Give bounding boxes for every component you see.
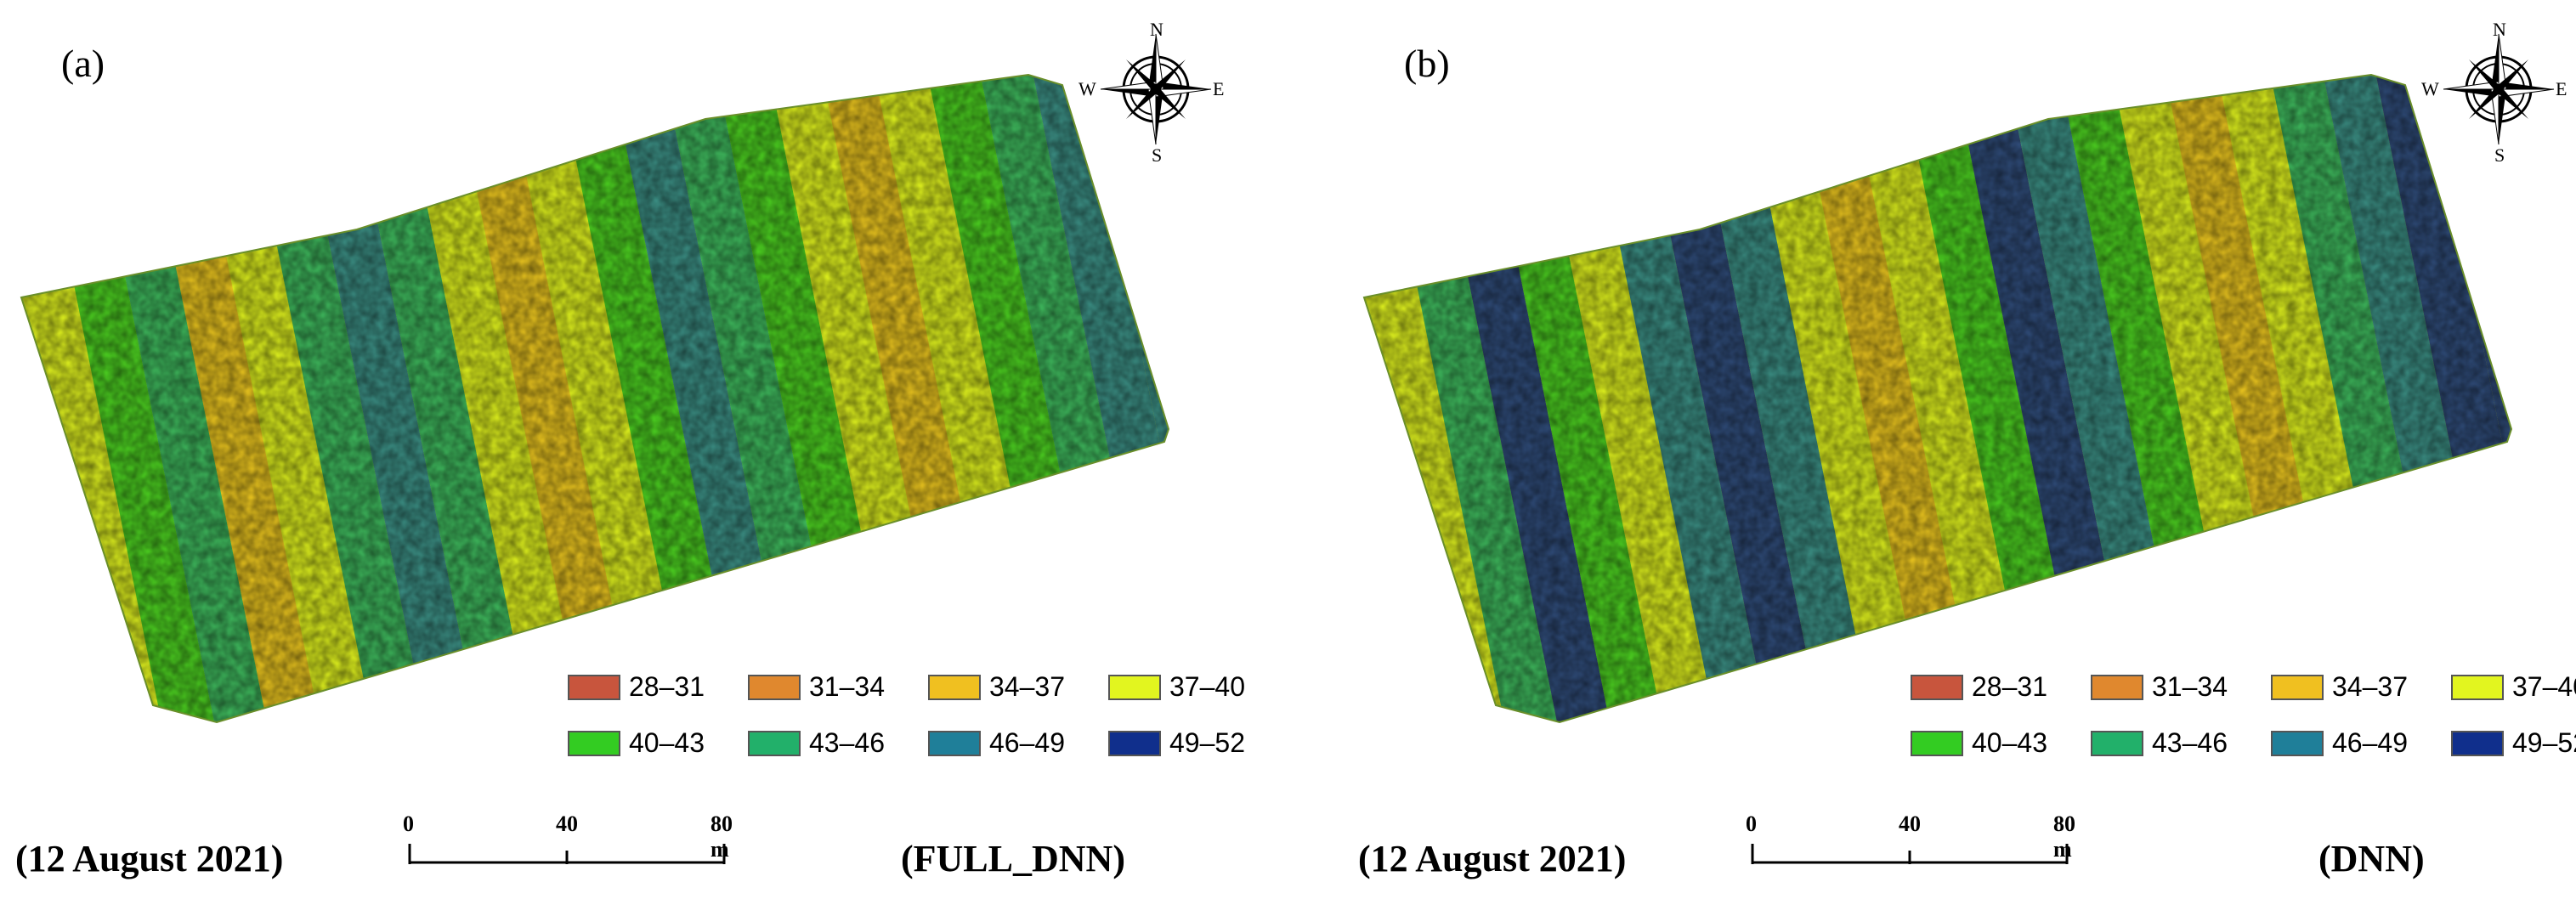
field-map (20, 73, 1170, 724)
legend-label: 37–40 (2512, 671, 2576, 702)
map-panel-b: (b) N S E W 28–31 31–34 34–37 37–40 40–43 43–… (1343, 0, 2576, 916)
compass-e: E (1213, 78, 1225, 99)
legend-item: 43–46 (2091, 727, 2228, 759)
legend-item: 43–46 (748, 727, 885, 759)
legend-label: 40–43 (629, 727, 705, 758)
legend-label: 34–37 (2332, 671, 2408, 702)
legend-swatch (2271, 674, 2324, 700)
scale-tick: 0 (1746, 811, 1757, 836)
legend-item: 40–43 (1911, 727, 2047, 759)
compass-w: W (2421, 78, 2439, 99)
legend-item: 28–31 (568, 671, 705, 703)
legend-item: 31–34 (748, 671, 885, 703)
date-label: (12 August 2021) (1358, 838, 1627, 879)
scale-tick: 40 (1899, 811, 1921, 836)
field-raster (21, 75, 1169, 722)
legend-swatch (2451, 730, 2504, 756)
legend-label: 28–31 (629, 671, 705, 702)
legend-item: 46–49 (928, 727, 1065, 759)
legend-item: 28–31 (1911, 671, 2047, 703)
legend-label: 43–46 (809, 727, 885, 758)
map-panel-a: (a) N S E W 28–31 31–34 34–37 37–40 40–43 43–… (15, 19, 1245, 879)
legend-label: 46–49 (2332, 727, 2408, 758)
legend-swatch (928, 674, 981, 700)
field-raster (1364, 75, 2511, 722)
compass-n: N (1150, 19, 1163, 40)
legend-label: 43–46 (2152, 727, 2228, 758)
scale-tick: 0 (403, 811, 414, 836)
legend-swatch (2091, 674, 2143, 700)
date-label: (12 August 2021) (15, 838, 284, 879)
legend-item: 34–37 (928, 671, 1065, 703)
legend-swatch (748, 730, 801, 756)
legend-swatch (2271, 730, 2324, 756)
compass-s: S (2494, 144, 2505, 166)
legend-swatch (1911, 730, 1963, 756)
legend-label: 40–43 (1972, 727, 2047, 758)
model-label: (FULL_DNN) (901, 838, 1125, 879)
field-map (1362, 73, 2513, 724)
legend-swatch (568, 674, 620, 700)
legend-swatch (748, 674, 801, 700)
scale-bar: 0 40 80 m (399, 803, 756, 879)
legend-item: 34–37 (2271, 671, 2408, 703)
legend-label: 34–37 (989, 671, 1065, 702)
model-label: (DNN) (2318, 838, 2425, 879)
legend-swatch (1911, 674, 1963, 700)
legend-label: 31–34 (809, 671, 885, 702)
legend-label: 49–52 (2512, 727, 2576, 758)
panel-label: (a) (61, 42, 105, 85)
legend-label: 37–40 (1169, 671, 1245, 702)
compass-s: S (1152, 144, 1163, 166)
scale-tick: 40 (556, 811, 578, 836)
legend-swatch (1108, 730, 1161, 756)
legend-item: 40–43 (568, 727, 705, 759)
legend-swatch (568, 730, 620, 756)
legend-item: 46–49 (2271, 727, 2408, 759)
legend-item: 49–52 (2451, 727, 2576, 759)
legend-swatch (928, 730, 981, 756)
legend-item: 37–40 (1108, 671, 1245, 703)
legend-swatch (2451, 674, 2504, 700)
legend-item: 31–34 (2091, 671, 2228, 703)
scale-tick: 80 m (2053, 811, 2075, 862)
scale-bar: 0 40 80 m (1742, 803, 2099, 879)
compass-e: E (2556, 78, 2568, 99)
legend-item: 37–40 (2451, 671, 2576, 703)
legend-swatch (2091, 730, 2143, 756)
legend-label: 31–34 (2152, 671, 2228, 702)
north-arrow-icon: N S E W (2421, 19, 2567, 166)
legend-label: 46–49 (989, 727, 1065, 758)
legend-label: 49–52 (1169, 727, 1245, 758)
legend-item: 49–52 (1108, 727, 1245, 759)
north-arrow-icon: N S E W (1079, 19, 1224, 166)
panel-label: (b) (1404, 42, 1450, 85)
scale-tick: 80 m (711, 811, 733, 862)
compass-w: W (1079, 78, 1096, 99)
compass-n: N (2493, 19, 2506, 40)
legend-swatch (1108, 674, 1161, 700)
legend-label: 28–31 (1972, 671, 2047, 702)
